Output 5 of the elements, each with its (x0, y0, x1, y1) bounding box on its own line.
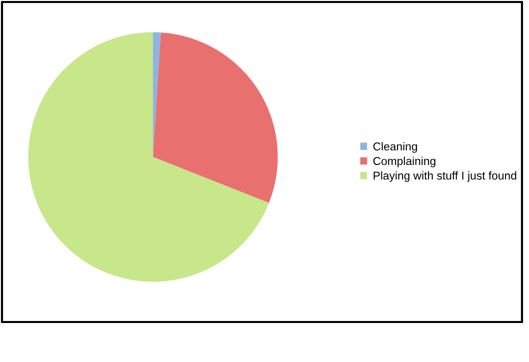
pie-slice (153, 32, 278, 203)
pie-slice (28, 32, 269, 282)
legend-label: Playing with stuff I just found (374, 171, 516, 182)
legend-label: Cleaning (373, 142, 417, 153)
legend-label: Complaining (373, 156, 436, 168)
